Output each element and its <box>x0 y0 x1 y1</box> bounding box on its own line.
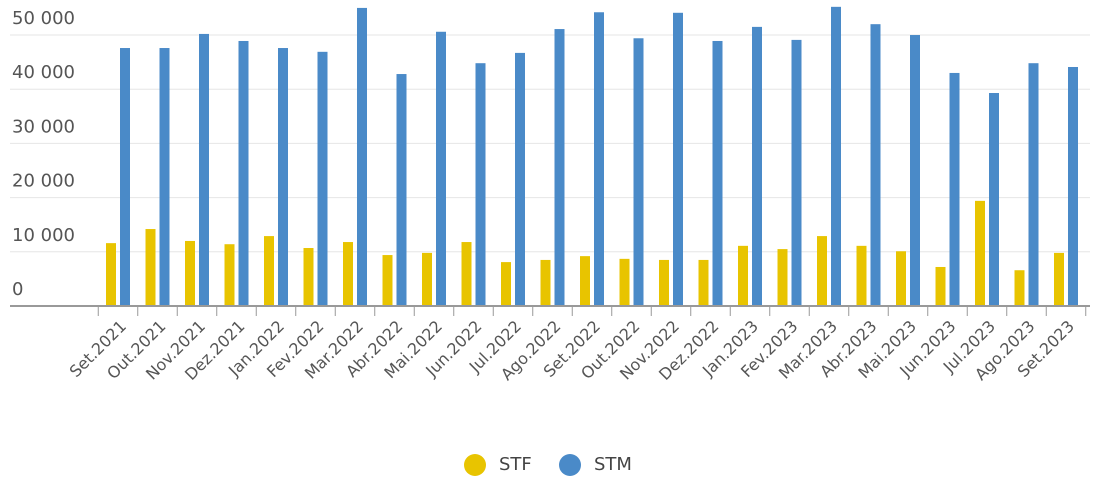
bar <box>975 200 985 306</box>
bar <box>343 242 353 306</box>
bar <box>303 248 314 306</box>
bar <box>461 242 472 306</box>
bar <box>619 258 630 306</box>
bar <box>831 6 841 306</box>
bar <box>777 249 788 306</box>
legend-label: STM <box>594 454 632 475</box>
bar <box>475 63 486 307</box>
y-tick-label: 40 000 <box>12 62 75 83</box>
bar <box>224 244 235 306</box>
bar <box>422 252 432 306</box>
y-tick-label: 50 000 <box>12 8 75 29</box>
bar <box>278 48 288 307</box>
y-tick-label: 20 000 <box>12 171 75 192</box>
bar <box>633 38 644 306</box>
bar <box>501 262 511 306</box>
bar <box>738 245 748 306</box>
bar <box>540 259 551 306</box>
bar <box>396 74 407 307</box>
bar <box>382 255 393 306</box>
bar <box>159 48 170 307</box>
bar <box>1014 270 1025 306</box>
y-tick-label: 10 000 <box>12 225 75 246</box>
bar <box>949 72 960 307</box>
bar <box>317 51 328 306</box>
legend-marker <box>559 454 581 476</box>
bar <box>673 12 683 306</box>
bar <box>856 245 867 306</box>
bar <box>357 7 367 306</box>
y-tick-label: 30 000 <box>12 116 75 137</box>
bar <box>145 229 156 306</box>
bar <box>698 259 709 306</box>
bar <box>791 39 802 306</box>
bar <box>989 93 999 307</box>
bar <box>910 35 920 307</box>
bar <box>1068 66 1078 307</box>
bar <box>870 24 881 307</box>
bar <box>580 256 590 306</box>
bar <box>185 240 195 306</box>
bar <box>817 236 827 306</box>
legend-marker <box>464 454 486 476</box>
bar <box>1054 252 1064 306</box>
bar <box>896 251 906 306</box>
legend-label: STF <box>499 454 532 475</box>
bar <box>515 52 525 306</box>
y-tick-label: 0 <box>12 279 23 300</box>
bar <box>752 26 762 306</box>
bar <box>1028 63 1039 307</box>
bar <box>264 236 274 306</box>
bar <box>436 31 446 306</box>
bar <box>199 33 209 306</box>
bar <box>935 266 946 306</box>
bar <box>238 40 249 307</box>
bar <box>554 29 565 307</box>
bar <box>106 243 116 306</box>
bar <box>120 48 130 307</box>
bar <box>712 40 723 307</box>
bar <box>659 259 669 306</box>
bar <box>594 12 604 306</box>
